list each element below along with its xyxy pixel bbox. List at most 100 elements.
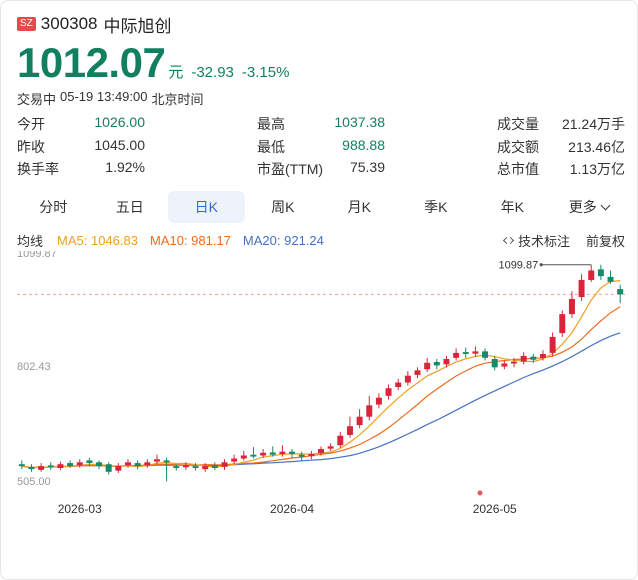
candle-body	[433, 362, 440, 366]
stat-high: 最高 1037.38	[257, 114, 385, 134]
stat-label: 今开	[17, 116, 45, 133]
price-row: 1012.07 元 -32.93 -3.15%	[17, 39, 621, 86]
x-tick-label: 2026-04	[270, 502, 314, 516]
candle-body	[395, 382, 402, 388]
candle-body	[617, 289, 624, 295]
candle-body	[327, 446, 334, 449]
candle-body	[18, 464, 25, 467]
candle-body	[424, 362, 431, 370]
candle-body	[38, 466, 45, 470]
candle-body	[404, 375, 411, 383]
stat-value: 1045.00	[94, 136, 145, 153]
cursor-dot	[477, 490, 483, 496]
candle-body	[385, 388, 392, 396]
candle-body	[578, 279, 585, 298]
candle-body	[530, 356, 537, 360]
stat-value: 213.46亿	[568, 138, 625, 155]
candle-body	[501, 363, 508, 367]
candle-body	[76, 462, 83, 466]
stats-row: 昨收 1045.00 最低 988.88 成交额 213.46亿	[17, 136, 625, 159]
stats-row: 换手率 1.92% 市盈(TTM) 75.39 总市值 1.13万亿	[17, 158, 625, 181]
stat-prev-close: 昨收 1045.00	[17, 137, 145, 157]
tab-yearly-k[interactable]: 年K	[500, 199, 524, 215]
stat-value: 75.39	[349, 159, 385, 176]
stat-turnover-amount: 成交额 213.46亿	[497, 137, 625, 157]
candle-body	[472, 351, 479, 354]
candle-body	[47, 465, 54, 467]
tech-annotation-button[interactable]: 技术标注	[504, 231, 570, 250]
candle-body	[182, 465, 189, 468]
candle-body	[491, 358, 498, 368]
candle-body	[482, 351, 489, 358]
candle-body	[443, 358, 450, 365]
candle-body	[520, 355, 527, 362]
candle-body	[163, 460, 170, 463]
candle-body	[67, 463, 74, 467]
tab-intraday[interactable]: 分时	[39, 199, 68, 215]
x-tick-label: 2026-05	[473, 502, 517, 516]
price-change: -32.93	[191, 64, 234, 81]
stat-turnover-rate: 换手率 1.92%	[17, 159, 145, 179]
quote-stats: 今开 1026.00 最高 1037.38 成交量 21.24万手 昨收 1045.00…	[17, 113, 625, 181]
candle-body	[607, 276, 614, 282]
stat-market-cap: 总市值 1.13万亿	[497, 159, 625, 179]
candle-body	[105, 464, 112, 472]
candle-body	[318, 449, 324, 454]
price-unit: 元	[168, 64, 184, 81]
stat-open: 今开 1026.00	[17, 114, 145, 134]
candle-body	[192, 466, 199, 469]
tab-daily-k[interactable]: 日K	[168, 191, 245, 223]
tab-quarterly-k[interactable]: 季K	[424, 199, 448, 215]
ma10-line	[21, 306, 621, 469]
candle-body	[346, 426, 353, 435]
candle-body	[260, 452, 267, 456]
trading-status: 交易中 05-19 13:49:00 北京时间	[17, 89, 621, 108]
candle-body	[240, 455, 247, 459]
tab-weekly-k[interactable]: 周K	[271, 199, 295, 215]
candle-body	[144, 462, 151, 466]
title-row: SZ 300308 中际旭创	[17, 13, 621, 36]
kline-chart[interactable]: 1099.87 802.43 505.00 1099.87 2026-03 2026-04…	[1, 251, 637, 531]
x-tick-label: 2026-03	[58, 502, 102, 516]
ma-label[interactable]: 均线	[17, 233, 44, 249]
candle-body	[124, 462, 131, 466]
candle-body	[96, 462, 103, 467]
tech-annotation-label: 技术标注	[517, 233, 570, 249]
candle-body	[221, 462, 228, 467]
candle-body	[231, 458, 238, 462]
candle-body	[250, 454, 257, 457]
stock-name[interactable]: 中际旭创	[103, 16, 172, 36]
candle-body	[559, 314, 566, 334]
status-timezone: 北京时间	[151, 92, 204, 107]
candle-body	[279, 451, 286, 454]
adjust-button[interactable]: 前复权	[585, 233, 625, 249]
candle-body	[414, 370, 421, 375]
candle-body	[337, 435, 344, 446]
stock-code[interactable]: 300308	[40, 14, 98, 33]
stat-volume: 成交量 21.24万手	[497, 114, 625, 134]
stat-value: 21.24万手	[561, 116, 625, 133]
stat-label: 总市值	[497, 161, 539, 178]
tab-more[interactable]: 更多	[551, 191, 628, 223]
candle-body	[173, 466, 180, 469]
stat-label: 成交量	[497, 116, 539, 133]
stat-value: 1.92%	[105, 159, 145, 176]
stat-value: 1037.38	[334, 114, 385, 131]
stat-value: 988.88	[342, 136, 385, 153]
candle-body	[597, 269, 604, 277]
market-badge: SZ	[17, 17, 36, 31]
tab-five-day[interactable]: 五日	[115, 199, 144, 215]
high-marker-label: 1099.87	[498, 260, 538, 272]
candle-body	[511, 361, 518, 364]
quote-header: SZ 300308 中际旭创 1012.07 元 -32.93 -3.15% 交…	[17, 13, 621, 108]
candle-body	[356, 416, 363, 426]
candle-body	[57, 464, 64, 469]
current-price: 1012.07	[17, 39, 166, 86]
candle-body	[86, 460, 93, 464]
candle-body	[202, 466, 209, 470]
stat-label: 换手率	[17, 161, 59, 178]
stats-row: 今开 1026.00 最高 1037.38 成交量 21.24万手	[17, 113, 625, 136]
tab-monthly-k[interactable]: 月K	[347, 199, 371, 215]
candle-body	[366, 405, 373, 417]
status-text: 交易中	[17, 92, 57, 107]
